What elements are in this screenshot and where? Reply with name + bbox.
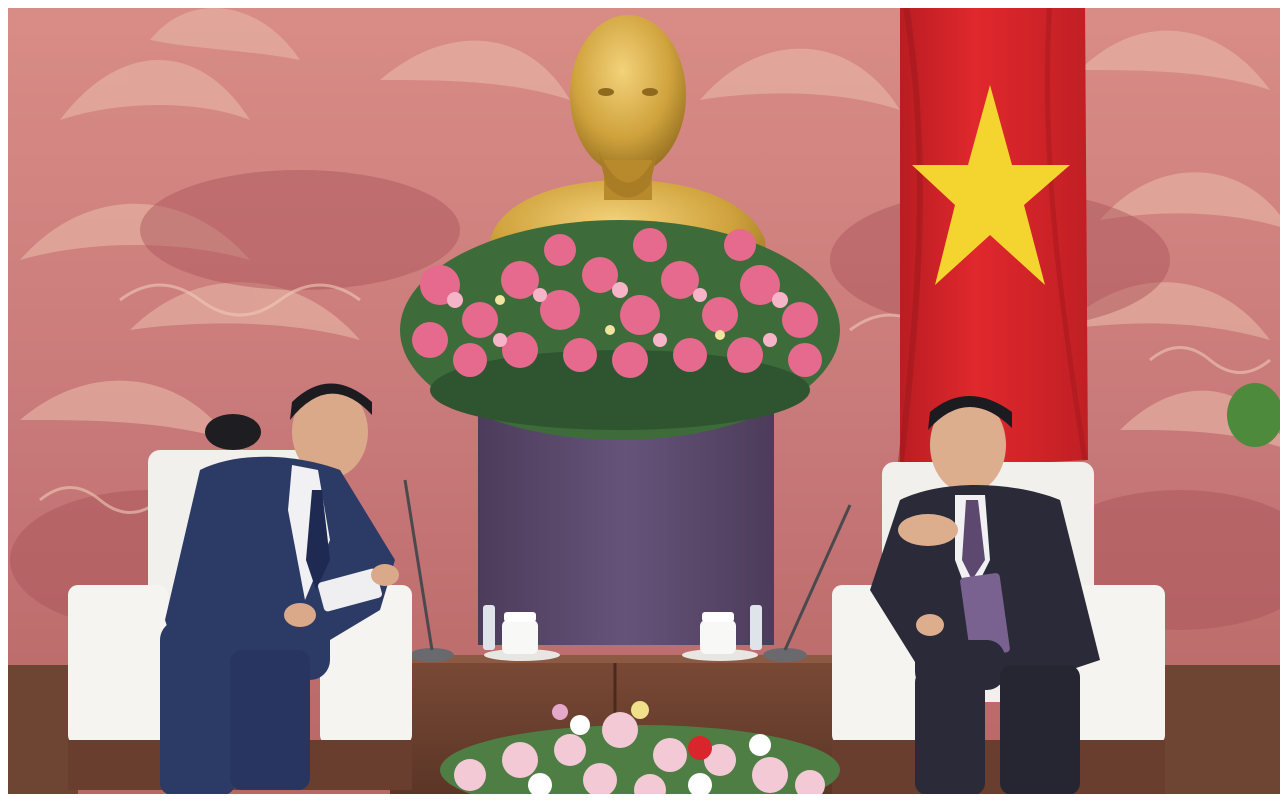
side-cabinet-right bbox=[1160, 665, 1280, 802]
flag-star-icon bbox=[912, 85, 1070, 285]
vietnam-flag bbox=[897, 0, 1088, 471]
microphone-left bbox=[403, 479, 434, 651]
person-right bbox=[870, 396, 1100, 795]
microphone-right bbox=[783, 504, 852, 651]
tea-cup-left bbox=[484, 612, 560, 661]
microphone-base-right bbox=[763, 648, 807, 662]
tea-cup-right bbox=[682, 612, 758, 661]
water-bottle-right bbox=[750, 605, 762, 650]
flower-arrangement bbox=[400, 220, 840, 440]
side-cabinet-left bbox=[8, 665, 78, 802]
plant-right bbox=[1227, 383, 1283, 447]
person-left bbox=[160, 383, 399, 795]
microphone-base-left bbox=[410, 648, 454, 662]
water-bottle-left bbox=[483, 605, 495, 650]
